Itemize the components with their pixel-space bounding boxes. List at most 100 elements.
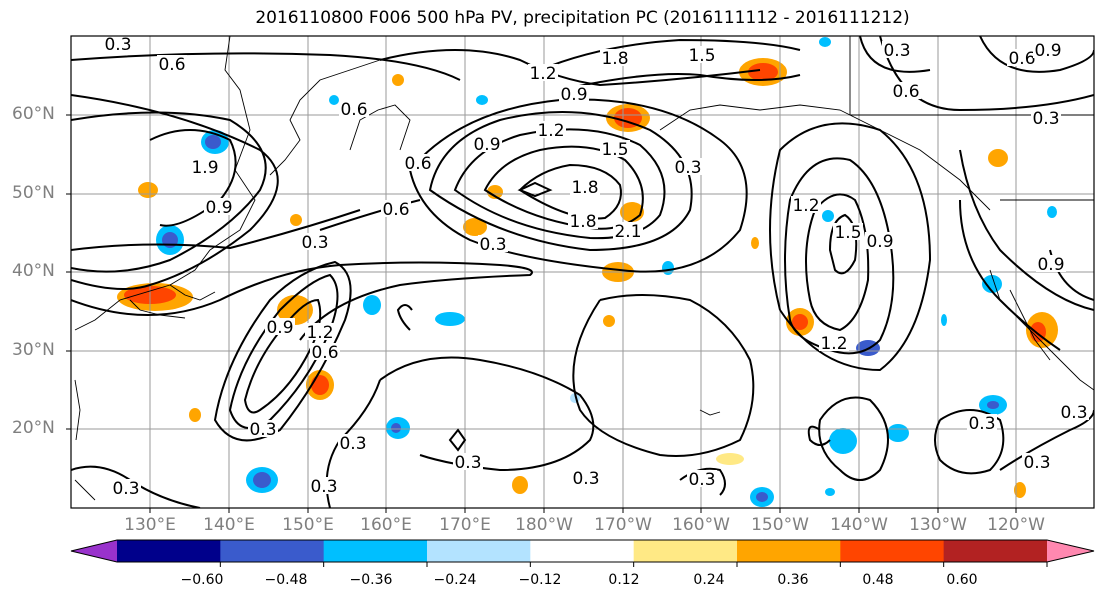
contour-label: 0.9 bbox=[1034, 41, 1061, 61]
contour-label: 1.2 bbox=[792, 196, 819, 216]
contour-label-background bbox=[305, 323, 335, 340]
contour-label-background bbox=[819, 334, 849, 351]
contour-label-background bbox=[338, 434, 368, 451]
lon-label-150e: 150°E bbox=[282, 515, 334, 535]
contour-label-background bbox=[403, 154, 433, 171]
contour-labels: 0.30.6 1.20.91.8 1.5 0.3 0.60.90.60.30.60.60… bbox=[103, 35, 1089, 499]
contour-label: 0.6 bbox=[340, 100, 367, 120]
contour-label-background bbox=[536, 121, 566, 138]
contour-label: 0.3 bbox=[572, 469, 599, 489]
colorbar-segment bbox=[427, 540, 531, 562]
contour-label-background bbox=[248, 420, 278, 437]
contour-label: 1.5 bbox=[601, 140, 628, 160]
lon-label-180w: 180°W bbox=[515, 515, 573, 535]
contour-label-background bbox=[1022, 453, 1052, 470]
contour-label: 1.2 bbox=[537, 121, 564, 141]
lon-label-140w: 140°W bbox=[830, 515, 888, 535]
colorbar-tick-label: −0.24 bbox=[433, 572, 477, 588]
contour-label-background bbox=[1031, 109, 1061, 126]
colorbar-extend-low bbox=[71, 540, 117, 562]
contour-label-background bbox=[300, 233, 330, 250]
colorbar-segment bbox=[737, 540, 841, 562]
contour-label-background bbox=[1033, 41, 1063, 58]
colorbar-tick-label: −0.12 bbox=[518, 572, 562, 588]
contour-label: 0.3 bbox=[112, 479, 139, 499]
contour-label-background bbox=[865, 232, 895, 249]
lon-label-160w: 160°W bbox=[672, 515, 730, 535]
colorbar-tick-label: 0.48 bbox=[862, 572, 894, 588]
contour-label-background bbox=[157, 55, 187, 72]
colorbar-tick-label: 0.12 bbox=[608, 572, 640, 588]
contour-label: 0.3 bbox=[1023, 453, 1050, 473]
contour-label-background bbox=[190, 158, 220, 175]
lon-label-170e: 170°E bbox=[439, 515, 491, 535]
contour-label-background bbox=[882, 41, 912, 58]
contour-label-background bbox=[687, 470, 717, 487]
contour-label-background bbox=[339, 100, 369, 117]
colorbar-segment bbox=[633, 540, 738, 562]
colorbar bbox=[70, 539, 1095, 567]
contour-label-background bbox=[791, 196, 821, 213]
contour-label-background bbox=[891, 82, 921, 99]
contour-label-background bbox=[571, 469, 601, 486]
contour-label: 0.9 bbox=[473, 135, 500, 155]
contour-label-background bbox=[309, 477, 339, 494]
contour-label: 0.9 bbox=[560, 85, 587, 105]
contour-label: 0.6 bbox=[404, 154, 431, 174]
lat-label-40n: 40°N bbox=[12, 261, 55, 281]
contour-label: 0.6 bbox=[311, 343, 338, 363]
contour-label: 0.6 bbox=[1008, 49, 1035, 69]
colorbar-segment bbox=[117, 540, 221, 562]
contour-label-background bbox=[310, 343, 340, 360]
contour-label: 0.9 bbox=[866, 232, 893, 252]
lon-label-140e: 140°E bbox=[203, 515, 255, 535]
colorbar-tick-label: −0.36 bbox=[349, 572, 393, 588]
contour-label-background bbox=[673, 158, 703, 175]
lat-label-30n: 30°N bbox=[12, 340, 55, 360]
contour-label-background bbox=[568, 212, 598, 229]
contour-label: 2.1 bbox=[614, 222, 641, 242]
contour-label: 0.3 bbox=[479, 235, 506, 255]
colorbar-segment bbox=[220, 540, 325, 562]
contour-label: 1.8 bbox=[569, 212, 596, 232]
contour-label: 0.9 bbox=[266, 318, 293, 338]
lon-label-150w: 150°W bbox=[751, 515, 809, 535]
map-title: 2016110800 F006 500 hPa PV, precipitatio… bbox=[255, 8, 910, 28]
contour-label-background bbox=[1036, 255, 1066, 272]
contour-label-background bbox=[1007, 49, 1037, 66]
lat-label-20n: 20°N bbox=[12, 418, 55, 438]
contour-label: 0.3 bbox=[339, 434, 366, 454]
coastlines bbox=[74, 36, 1094, 501]
contour-label-background bbox=[453, 453, 483, 470]
colorbar-tick-label: −0.60 bbox=[180, 572, 224, 588]
lon-label-120w: 120°W bbox=[987, 515, 1045, 535]
contour-label: 1.2 bbox=[529, 64, 556, 84]
contour-label-background bbox=[559, 85, 589, 102]
contour-label-background bbox=[600, 49, 630, 66]
contour-label: 1.5 bbox=[688, 46, 715, 66]
tick-marks bbox=[66, 114, 1017, 513]
colorbar-tick-label: −0.48 bbox=[264, 572, 308, 588]
contour-label: 1.8 bbox=[571, 178, 598, 198]
contour-label: 1.8 bbox=[601, 49, 628, 69]
contour-label: 0.3 bbox=[104, 35, 131, 55]
contour-label: 0.3 bbox=[688, 470, 715, 490]
contour-label-background bbox=[570, 178, 600, 195]
contour-label: 1.9 bbox=[191, 158, 218, 178]
contour-label: 0.3 bbox=[968, 414, 995, 434]
colorbar-tick-label: 0.24 bbox=[693, 572, 725, 588]
lon-label-160e: 160°E bbox=[360, 515, 412, 535]
contour-label-background bbox=[381, 200, 411, 217]
lon-label-170w: 170°W bbox=[594, 515, 652, 535]
contour-label: 0.3 bbox=[674, 158, 701, 178]
contour-label-background bbox=[833, 223, 863, 240]
contour-label-background bbox=[472, 135, 502, 152]
contour-label: 0.3 bbox=[301, 233, 328, 253]
contour-label: 1.5 bbox=[834, 223, 861, 243]
colorbar-segment bbox=[530, 540, 635, 562]
contour-label: 0.3 bbox=[1032, 109, 1059, 129]
colorbar-segment bbox=[943, 540, 1048, 562]
contour-label-background bbox=[111, 479, 141, 496]
colorbar-tick-label: 0.36 bbox=[777, 572, 809, 588]
